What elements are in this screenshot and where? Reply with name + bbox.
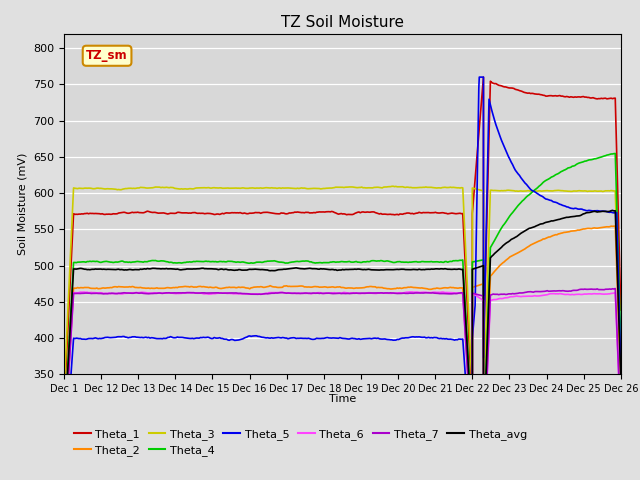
Theta_2 — [60, 444, 68, 450]
Theta_2 — [180, 284, 188, 289]
Theta_5 — [123, 335, 131, 340]
Theta_6 — [406, 289, 413, 295]
Theta_2 — [611, 223, 619, 229]
Title: TZ Soil Moisture: TZ Soil Moisture — [281, 15, 404, 30]
Line: Theta_3: Theta_3 — [64, 186, 621, 409]
Theta_4 — [354, 259, 362, 265]
Theta_1 — [479, 74, 487, 80]
Theta_3 — [101, 186, 109, 192]
Theta_2 — [479, 452, 487, 457]
Theta_3 — [479, 407, 487, 412]
Theta_avg — [101, 266, 109, 272]
Theta_1 — [476, 120, 484, 125]
Theta_avg — [609, 207, 616, 213]
Theta_5 — [468, 471, 476, 477]
Theta_3 — [354, 185, 362, 191]
Theta_1 — [60, 404, 68, 410]
Theta_2 — [476, 282, 484, 288]
Theta_6 — [303, 290, 311, 296]
Theta_3 — [303, 186, 311, 192]
Theta_6 — [180, 290, 188, 296]
Theta_avg — [476, 264, 484, 270]
Theta_avg — [303, 266, 311, 272]
Y-axis label: Soil Moisture (mV): Soil Moisture (mV) — [17, 153, 28, 255]
Legend: Theta_1, Theta_2, Theta_3, Theta_4, Theta_5, Theta_6, Theta_7, Theta_avg: Theta_1, Theta_2, Theta_3, Theta_4, Thet… — [70, 424, 531, 460]
Theta_5 — [60, 470, 68, 476]
Theta_avg — [123, 267, 131, 273]
Theta_4 — [476, 258, 484, 264]
Theta_1 — [303, 209, 311, 215]
Theta_5 — [477, 74, 484, 80]
Theta_7 — [479, 459, 487, 465]
Theta_5 — [617, 366, 625, 372]
Theta_3 — [123, 186, 131, 192]
Theta_6 — [479, 462, 487, 468]
Line: Theta_avg: Theta_avg — [64, 210, 621, 445]
Line: Theta_5: Theta_5 — [64, 77, 621, 474]
Theta_1 — [123, 210, 131, 216]
Theta_2 — [354, 285, 362, 291]
Theta_7 — [354, 290, 362, 296]
Theta_3 — [617, 363, 625, 369]
Theta_4 — [60, 431, 68, 436]
Theta_4 — [101, 259, 109, 264]
Theta_4 — [617, 340, 625, 346]
Theta_3 — [60, 391, 68, 396]
Theta_6 — [123, 290, 131, 296]
Line: Theta_7: Theta_7 — [64, 288, 621, 462]
Theta_5 — [476, 74, 483, 80]
Theta_4 — [180, 260, 188, 265]
Theta_3 — [180, 186, 188, 192]
Theta_5 — [303, 336, 311, 341]
Line: Theta_4: Theta_4 — [64, 154, 621, 441]
Theta_7 — [180, 290, 188, 296]
Theta_6 — [60, 447, 68, 453]
Theta_6 — [354, 290, 362, 296]
Theta_1 — [354, 209, 362, 215]
Theta_avg — [354, 266, 362, 272]
Theta_5 — [354, 336, 362, 342]
Theta_4 — [303, 258, 311, 264]
Theta_1 — [101, 212, 109, 217]
Line: Theta_2: Theta_2 — [64, 226, 621, 455]
Theta_avg — [60, 433, 68, 439]
Theta_5 — [101, 335, 109, 340]
Theta_avg — [617, 374, 625, 380]
Theta_6 — [617, 424, 625, 430]
Theta_2 — [101, 285, 109, 291]
Theta_6 — [101, 290, 109, 296]
Theta_7 — [303, 290, 311, 296]
Theta_6 — [476, 296, 484, 301]
Theta_1 — [617, 307, 625, 313]
Theta_7 — [617, 421, 625, 427]
Theta_5 — [180, 335, 188, 341]
Theta_1 — [180, 210, 188, 216]
Theta_2 — [303, 284, 311, 290]
Theta_7 — [101, 291, 109, 297]
Theta_3 — [476, 187, 484, 193]
Theta_2 — [123, 284, 131, 290]
Theta_3 — [389, 183, 397, 189]
Theta_4 — [123, 259, 131, 265]
Theta_4 — [479, 438, 487, 444]
Theta_7 — [611, 286, 619, 291]
Theta_4 — [611, 151, 619, 156]
Text: TZ_sm: TZ_sm — [86, 49, 128, 62]
Theta_7 — [476, 292, 484, 298]
Theta_2 — [617, 384, 625, 390]
X-axis label: Time: Time — [329, 394, 356, 404]
Theta_7 — [123, 290, 131, 296]
Theta_avg — [180, 266, 188, 272]
Theta_avg — [479, 442, 487, 448]
Line: Theta_6: Theta_6 — [64, 292, 621, 465]
Line: Theta_1: Theta_1 — [64, 77, 621, 407]
Theta_7 — [60, 447, 68, 453]
